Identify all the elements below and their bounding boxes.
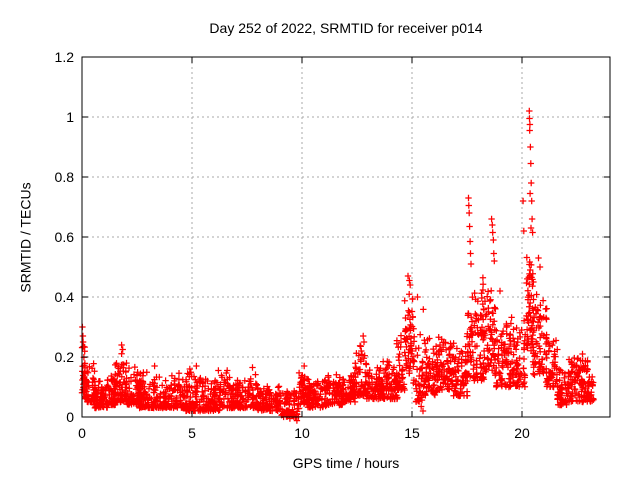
y-tick-label: 0.6 — [54, 229, 74, 245]
x-tick-label: 10 — [294, 425, 310, 441]
x-tick-label: 0 — [78, 425, 86, 441]
chart-title: Day 252 of 2022, SRMTID for receiver p01… — [209, 20, 483, 36]
y-tick-label: 1 — [66, 109, 74, 125]
x-tick-label: 15 — [404, 425, 420, 441]
x-tick-label: 5 — [188, 425, 196, 441]
y-tick-label: 0 — [66, 409, 74, 425]
scatter-points — [78, 107, 597, 424]
grid-lines — [82, 57, 610, 417]
axis-ticks — [81, 56, 610, 418]
y-tick-label: 0.4 — [54, 289, 74, 305]
y-tick-label: 1.2 — [54, 49, 74, 65]
x-tick-label: 20 — [514, 425, 530, 441]
y-tick-label: 0.8 — [54, 169, 74, 185]
x-axis-label: GPS time / hours — [292, 455, 400, 471]
y-tick-label: 0.2 — [54, 349, 74, 365]
